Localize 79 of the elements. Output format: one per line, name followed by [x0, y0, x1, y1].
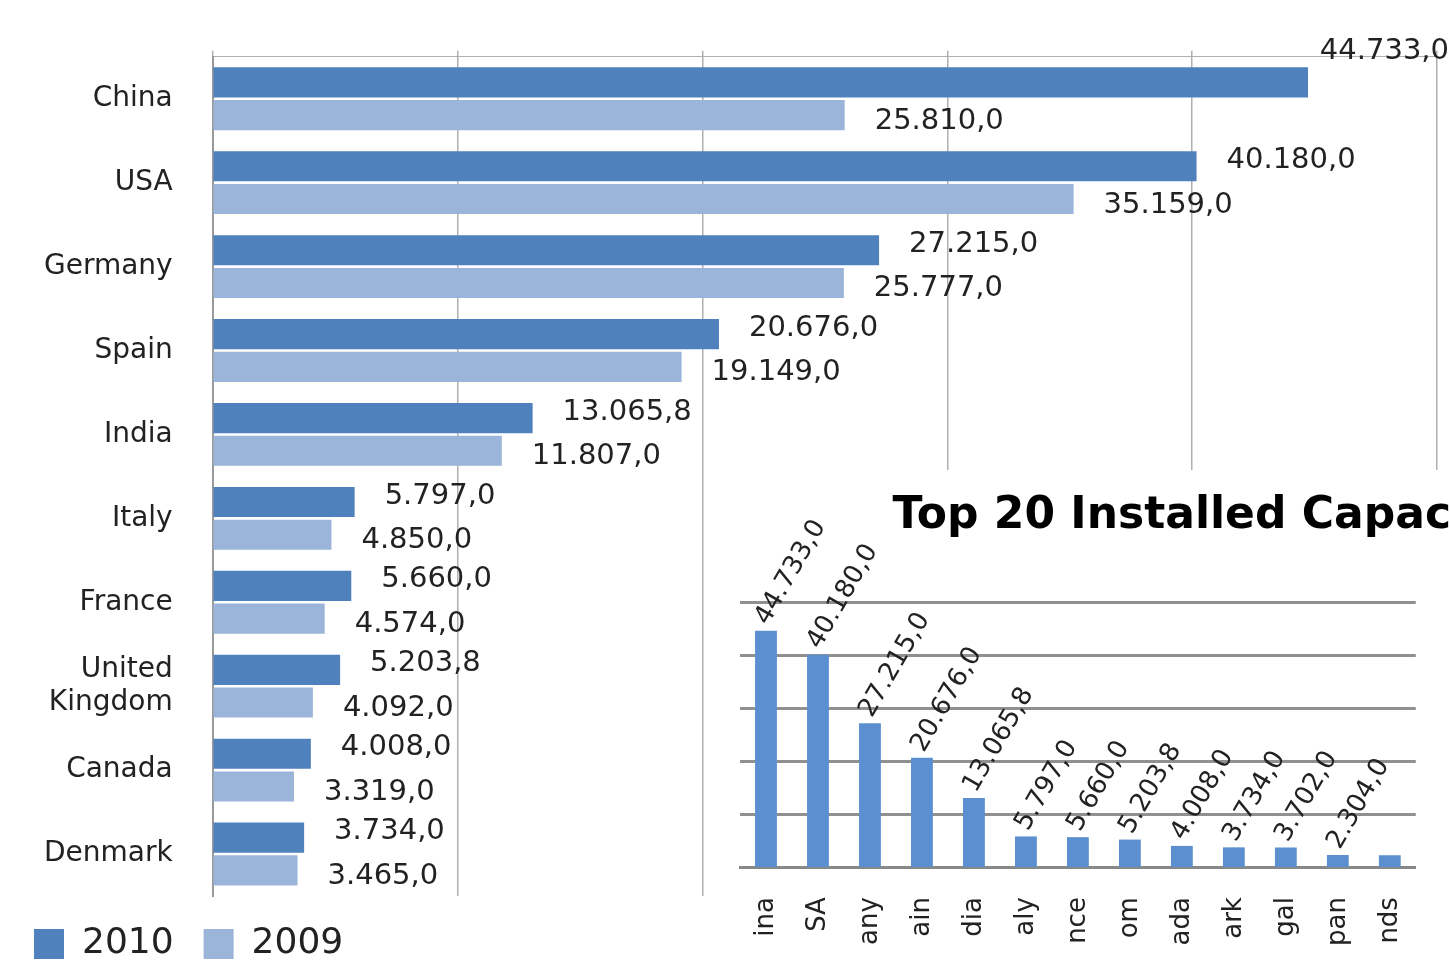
data-label: 40.180,0: [1226, 140, 1356, 175]
data-label: 19.149,0: [711, 353, 841, 388]
bar: [859, 723, 881, 868]
bar: [213, 267, 844, 299]
data-label: 4.850,0: [361, 521, 473, 556]
x-tick-label: ada: [1164, 897, 1195, 946]
chart-title: Top 20 Installed Capac: [892, 486, 1451, 538]
data-label: 11.807,0: [531, 437, 661, 472]
bar: [1326, 854, 1349, 868]
x-tick-label: dia: [956, 897, 987, 937]
x-tick-label: om: [1112, 897, 1143, 939]
bar: [807, 654, 829, 868]
y-tick-label: France: [79, 583, 173, 617]
bar: [213, 351, 682, 382]
bar: [213, 235, 880, 266]
bar: [213, 738, 311, 769]
x-tick-label: ina: [748, 897, 779, 937]
data-label: 13.065,8: [562, 392, 692, 427]
data-label: 4.008,0: [340, 728, 452, 763]
y-tick-label: United Kingdom: [48, 650, 173, 718]
bar: [963, 798, 985, 868]
bar: [1222, 847, 1245, 868]
bar: [1274, 847, 1297, 868]
bar: [213, 771, 294, 802]
bar: [1378, 855, 1401, 868]
bar: [213, 519, 332, 550]
x-tick-label: nce: [1060, 897, 1091, 944]
y-tick-label: USA: [114, 163, 173, 197]
data-label: 20.676,0: [748, 308, 879, 343]
bar: [213, 822, 305, 853]
x-tick-label: ark: [1216, 897, 1247, 939]
bar: [1015, 836, 1037, 868]
x-tick-label: gal: [1268, 897, 1299, 937]
data-label: 3.734,0: [334, 812, 445, 847]
y-tick-label: Canada: [66, 751, 173, 785]
legend-label: 2010: [82, 920, 174, 962]
x-tick-label: SA: [800, 896, 831, 932]
y-tick-label: Spain: [94, 331, 173, 365]
bar: [911, 757, 933, 868]
data-label: 44.733,0: [1319, 31, 1449, 66]
y-tick-label: Denmark: [43, 835, 174, 869]
bar: [1118, 839, 1141, 868]
bar: [213, 151, 1197, 182]
bar: [213, 603, 325, 634]
bar: [213, 435, 502, 466]
data-label: 5.660,0: [381, 560, 492, 595]
bar: [1170, 845, 1193, 868]
data-label: 3.465,0: [327, 856, 439, 891]
data-label: 5.203,8: [370, 644, 481, 679]
bar: [1066, 837, 1089, 868]
legend-label: 2009: [251, 920, 344, 962]
bar: [213, 855, 298, 886]
bar: [755, 630, 777, 868]
bar: [213, 654, 341, 685]
data-label: 35.159,0: [1103, 185, 1233, 220]
bar: [213, 319, 719, 350]
y-tick-label: Italy: [111, 499, 173, 533]
data-label: 5.797,0: [384, 476, 496, 511]
x-tick-label: nds: [1372, 897, 1403, 944]
bar: [213, 687, 313, 718]
bar: [213, 183, 1074, 215]
y-tick-label: India: [103, 415, 173, 449]
data-label: 4.092,0: [342, 689, 454, 724]
data-label: 4.574,0: [354, 605, 466, 640]
bar: [213, 100, 845, 131]
y-tick-label: Germany: [43, 247, 173, 281]
data-label: 25.777,0: [873, 269, 1004, 304]
bar: [213, 570, 352, 601]
data-label: 27.215,0: [909, 224, 1039, 259]
x-tick-label: pan: [1320, 897, 1351, 947]
bar: [213, 403, 533, 434]
y-tick-label: China: [92, 80, 173, 114]
x-tick-label: aly: [1008, 897, 1039, 936]
bar: [213, 67, 1309, 98]
data-label: 25.810,0: [874, 101, 1004, 136]
data-label: 3.319,0: [323, 773, 435, 808]
x-tick-label: any: [852, 897, 883, 945]
x-tick-label: ain: [904, 897, 935, 937]
bar: [213, 486, 355, 518]
